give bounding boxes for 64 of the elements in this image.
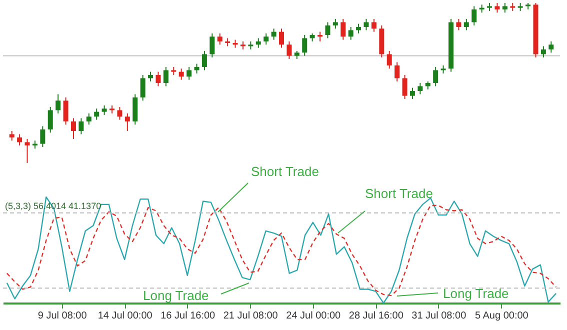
x-tick-label: 9 Jul 08:00 xyxy=(38,310,88,322)
candlestick xyxy=(286,40,292,60)
candlestick xyxy=(332,18,338,30)
candlestick xyxy=(186,66,192,80)
candlestick xyxy=(386,50,392,70)
candlestick xyxy=(302,34,308,56)
candlestick xyxy=(117,106,122,120)
candlestick xyxy=(148,71,154,82)
candlestick xyxy=(163,66,168,87)
candlestick xyxy=(48,106,53,134)
candlestick xyxy=(271,28,276,40)
x-tick-label: 14 Jul 00:00 xyxy=(98,310,153,322)
candlestick xyxy=(264,32,269,46)
x-tick-label: 21 Jul 08:00 xyxy=(223,310,278,322)
candlestick xyxy=(464,18,469,31)
candlestick xyxy=(418,82,423,95)
candlestick xyxy=(178,68,184,80)
candlestick xyxy=(94,108,100,120)
candlestick xyxy=(502,2,508,14)
candlestick xyxy=(356,23,362,34)
candlestick xyxy=(140,74,146,102)
candlestick xyxy=(63,96,68,126)
annotation: Short Trade xyxy=(365,186,433,201)
candlestick xyxy=(86,112,92,126)
candlestick xyxy=(348,26,354,40)
candlestick xyxy=(494,2,500,14)
candlestick xyxy=(24,138,30,164)
candlestick xyxy=(9,130,14,142)
x-tick-label: 24 Jul 00:00 xyxy=(286,310,342,322)
candlestick xyxy=(256,38,261,48)
candlestick xyxy=(433,66,438,87)
candlestick xyxy=(548,40,554,54)
candlestick xyxy=(78,118,84,135)
candlestick xyxy=(210,32,215,58)
x-tick-label: 28 Jul 16:00 xyxy=(348,310,404,322)
candlestick xyxy=(364,18,369,31)
candlestick xyxy=(56,94,61,114)
candlestick xyxy=(70,118,76,140)
annotation: Long Trade xyxy=(443,286,509,301)
candlestick xyxy=(202,50,207,71)
candlestick xyxy=(371,18,376,32)
candlestick xyxy=(194,63,200,74)
candlestick xyxy=(40,126,46,148)
x-tick-label: 5 Aug 00:00 xyxy=(474,310,529,322)
candlestick xyxy=(132,94,138,126)
candlestick xyxy=(394,62,400,82)
x-tick-label: 16 Jul 16:00 xyxy=(160,310,216,322)
candlestick xyxy=(156,71,161,87)
annotation: Long Trade xyxy=(143,288,209,303)
x-tick-label: 31 Jul 08:00 xyxy=(412,310,467,322)
candlestick xyxy=(410,87,415,100)
candlestick xyxy=(325,22,330,39)
candlestick xyxy=(540,46,546,58)
candlestick xyxy=(402,74,408,100)
candlestick xyxy=(472,6,477,26)
candlestick xyxy=(102,104,107,116)
candlestick xyxy=(17,134,22,146)
text: Short Trade xyxy=(251,164,319,179)
candlestick xyxy=(456,18,462,31)
candlestick xyxy=(217,32,222,46)
candlestick xyxy=(318,31,323,42)
candlestick xyxy=(340,18,346,40)
candlestick xyxy=(279,28,284,48)
candlestick xyxy=(124,112,130,132)
